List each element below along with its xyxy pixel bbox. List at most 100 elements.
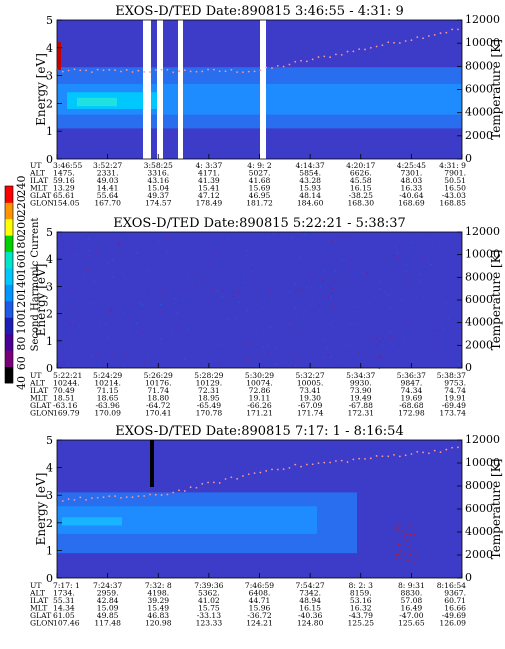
temperature-point [259,471,262,474]
table-cell: 10244. [53,379,80,388]
table-cell: 124.21 [246,619,273,628]
spectrogram-speckle [65,353,67,355]
spectrogram-speckle [376,337,378,339]
temperature-point [422,451,424,454]
spectrogram-speckle [88,269,90,271]
y2-tick-label: 10000 [465,248,500,261]
temperature-point [364,48,366,51]
spectrogram-speckle [322,356,324,359]
temperature-point [352,50,355,53]
spectrogram-speckle [319,323,321,325]
table-cell: 4:20:17 [346,161,375,170]
table-cell: 46.83 [147,611,169,620]
spectrogram-speckle [82,269,84,271]
temperature-point [96,496,99,499]
table-cell: 7901. [444,169,466,178]
spectrogram-speckle [408,546,410,549]
spectrogram-speckle [405,320,408,322]
spectrogram-speckle [174,333,177,335]
spectrogram-speckle [297,360,299,362]
spectrogram-speckle [423,257,425,259]
spectrogram-speckle [220,361,222,363]
table-cell: 16.50 [444,184,466,193]
spectrogram-speckle [216,290,218,292]
table-cell: 123.33 [196,619,223,628]
spectrogram-speckle [95,352,97,354]
y2-tick-label: 8000 [465,270,493,283]
spectrogram-speckle [79,326,81,328]
table-row-label: GLAT [30,191,51,200]
spectrogram-speckle [136,252,138,254]
temperature-point [102,496,105,499]
spectrogram-speckle [94,280,96,282]
table-cell: 4: 9: 2 [247,161,272,170]
table-cell: 5:32:27 [295,371,324,380]
spectrogram-speckle [284,365,286,367]
table-cell: 45.58 [350,176,372,185]
spectrogram-speckle [319,286,322,288]
colorbar-tick-label: 160 [15,254,28,275]
spectrogram-speckle [299,317,301,319]
spectrogram-speckle [259,329,261,331]
y2-tick-label: 2000 [465,338,493,351]
spectrogram-speckle [331,240,334,242]
temperature-point [375,455,378,457]
y2-tick-label: 2000 [465,129,493,142]
temperature-point [160,494,163,496]
y-axis-label: Energy [eV] [34,53,48,126]
y-tick-label: 3 [46,489,53,502]
spectrogram-speckle [70,304,72,306]
spectrogram-speckle [419,273,421,275]
spectrogram-speckle [247,357,249,359]
spectrogram-speckle [349,323,351,325]
y2-tick-label: 6000 [465,83,493,96]
colorbar-segment [5,202,13,220]
spectrogram-speckle [218,359,220,361]
spectrogram-speckle [143,362,145,364]
table-cell: 15.04 [147,184,169,193]
spectrogram-speckle [215,254,217,256]
spectrogram-speckle [419,343,421,345]
table-cell: 5:36:37 [397,371,426,380]
temperature-point [410,453,413,455]
spectrogram-speckle [358,352,360,354]
temperature-point [114,69,117,72]
temperature-point [230,68,233,71]
temperature-point [253,70,256,73]
table-cell: 7:54:27 [295,581,324,590]
spectrogram-speckle [389,307,392,310]
y2-tick-label: 0 [465,152,472,165]
y2-tick-label: 4000 [465,106,493,119]
spectrogram-speckle [100,319,102,321]
table-row-label: GLAT [30,401,51,410]
spectrogram-speckle [447,318,449,320]
spectrogram-speckle [167,250,169,252]
table-cell: 73.90 [350,386,372,395]
spectrogram-speckle [405,270,407,272]
table-row-label: ALT [29,589,45,598]
table-cell: 168.69 [398,199,425,208]
panel-title: EXOS-D/TED Date:890815 5:22:21 - 5:38:37 [113,216,406,231]
table-cell: -49.69 [442,611,466,620]
spectrogram-speckle [63,268,65,270]
table-cell: -38.25 [349,191,373,200]
spectrogram-speckle [256,307,258,309]
table-cell: 73.41 [299,386,321,395]
spectrogram-speckle [200,362,202,364]
y-tick-label: 4 [46,42,53,55]
spectrogram-speckle [445,301,447,303]
table-cell: -43.03 [442,191,466,200]
temperature-point [445,31,448,34]
temperature-point [137,495,140,498]
spectrogram-speckle [279,269,281,271]
colorbar-segment [5,268,13,285]
temperature-point [300,465,302,468]
spectrogram-speckle [57,296,60,298]
temperature-point [311,58,314,61]
spectrogram-speckle [224,268,226,271]
table-cell: 44.71 [249,596,271,605]
table-cell: -64.72 [146,401,170,410]
spectrogram-speckle [447,362,449,365]
spectrogram-speckle [420,280,422,282]
table-cell: 70.49 [53,386,75,395]
